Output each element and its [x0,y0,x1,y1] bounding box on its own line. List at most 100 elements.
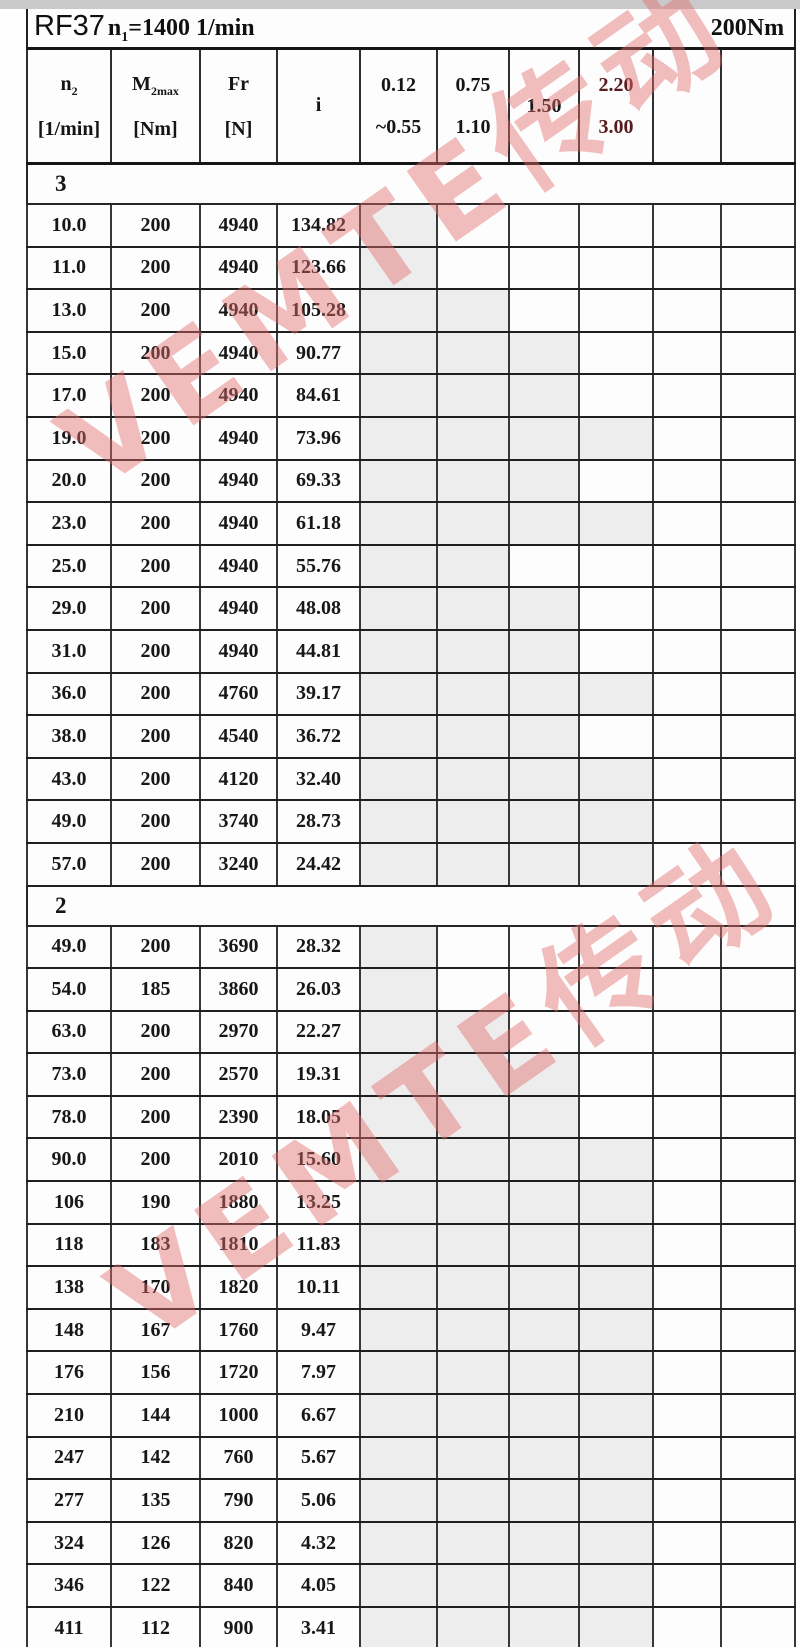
cell-power-4 [578,330,654,376]
cell-power-1 [359,1094,438,1140]
cell-fr: 1880 [199,1180,278,1225]
cell-power-3 [508,458,580,504]
cell-empty-1 [652,1520,722,1566]
cell-i: 61.18 [276,501,361,546]
cell-empty-1 [652,841,722,887]
cell-n2: 17.0 [26,373,112,418]
cell-power-3 [508,1435,580,1481]
cell-power-3 [508,1350,580,1396]
cell-empty-2 [719,288,797,333]
col-header-n2: n2 [1/min] [26,47,112,165]
table-row: 31.0 200 4940 44.81 [26,628,797,674]
cell-fr: 3240 [199,841,278,887]
cell-n2: 138 [26,1265,112,1310]
cell-power-1 [359,967,438,1012]
cell-n2: 20.0 [26,458,112,504]
cell-empty-2 [719,1393,797,1438]
cell-i: 48.08 [276,586,361,631]
cell-power-2 [436,671,510,717]
cell-m2max: 200 [110,586,201,631]
cell-m2max: 200 [110,1137,201,1183]
cell-n2: 324 [26,1520,112,1566]
cell-i: 5.06 [276,1478,361,1523]
table-row: 210 144 1000 6.67 [26,1393,797,1438]
cell-empty-1 [652,924,722,970]
cell-m2max: 185 [110,967,201,1012]
cell-power-3 [508,373,580,418]
cell-n2: 23.0 [26,501,112,546]
cell-m2max: 200 [110,501,201,546]
cell-power-3 [508,330,580,376]
cell-power-4 [578,1052,654,1097]
cell-power-2 [436,501,510,546]
cell-m2max: 126 [110,1520,201,1566]
cell-power-1 [359,501,438,546]
max-torque-label: 200Nm [710,15,785,42]
gear-spec-table: RF37 n1=1400 1/min 200Nm n2 [1/min] [25,9,797,1647]
cell-n2: 29.0 [26,586,112,631]
cell-fr: 4940 [199,458,278,504]
table-row: 247 142 760 5.67 [26,1435,797,1481]
cell-power-2 [436,203,510,248]
cell-empty-1 [652,1350,722,1396]
cell-power-2 [436,1052,510,1097]
cell-m2max: 200 [110,1052,201,1097]
cell-fr: 900 [199,1606,278,1647]
cell-power-4 [578,415,654,461]
cell-n2: 148 [26,1307,112,1353]
table-row: 78.0 200 2390 18.05 [26,1094,797,1140]
cell-power-1 [359,671,438,717]
cell-power-2 [436,1478,510,1523]
cell-fr: 4120 [199,756,278,802]
cell-power-3 [508,1520,580,1566]
cell-power-1 [359,924,438,970]
cell-empty-1 [652,415,722,461]
cell-power-2 [436,967,510,1012]
cell-empty-2 [719,841,797,887]
cell-power-4 [578,1222,654,1268]
table-row: 38.0 200 4540 36.72 [26,714,797,759]
table-row: 13.0 200 4940 105.28 [26,288,797,333]
cell-empty-1 [652,671,722,717]
table-row: 138 170 1820 10.11 [26,1265,797,1310]
section-row-3: 3 [25,162,797,205]
cell-empty-2 [719,1009,797,1055]
col-header-power-0.12-0.55: 0.12 ~0.55 [359,47,438,165]
cell-m2max: 200 [110,1009,201,1055]
cell-power-3 [508,1307,580,1353]
table-row: 11.0 200 4940 123.66 [26,245,797,291]
cell-m2max: 200 [110,628,201,674]
cell-power-1 [359,1009,438,1055]
table-row: 23.0 200 4940 61.18 [26,501,797,546]
cell-empty-2 [719,1094,797,1140]
top-gray-strip [0,0,800,9]
cell-empty-1 [652,714,722,759]
cell-n2: 13.0 [26,288,112,333]
cell-i: 4.05 [276,1563,361,1608]
col-header-power-1.50: 1.50 [508,47,580,165]
cell-power-4 [578,714,654,759]
cell-power-4 [578,1094,654,1140]
cell-power-1 [359,1606,438,1647]
cell-power-4 [578,586,654,631]
cell-empty-1 [652,586,722,631]
cell-power-4 [578,671,654,717]
cell-empty-2 [719,458,797,504]
table-row: 118 183 1810 11.83 [26,1222,797,1268]
table-row: 29.0 200 4940 48.08 [26,586,797,631]
cell-power-4 [578,543,654,589]
table-row: 17.0 200 4940 84.61 [26,373,797,418]
cell-fr: 3690 [199,924,278,970]
cell-power-2 [436,1435,510,1481]
col-header-i: i [276,47,361,165]
cell-empty-1 [652,1393,722,1438]
col-header-empty-2 [719,47,797,165]
cell-n2: 78.0 [26,1094,112,1140]
cell-fr: 1760 [199,1307,278,1353]
cell-power-2 [436,245,510,291]
cell-m2max: 200 [110,415,201,461]
cell-m2max: 190 [110,1180,201,1225]
cell-i: 13.25 [276,1180,361,1225]
cell-power-4 [578,1393,654,1438]
cell-power-3 [508,1563,580,1608]
